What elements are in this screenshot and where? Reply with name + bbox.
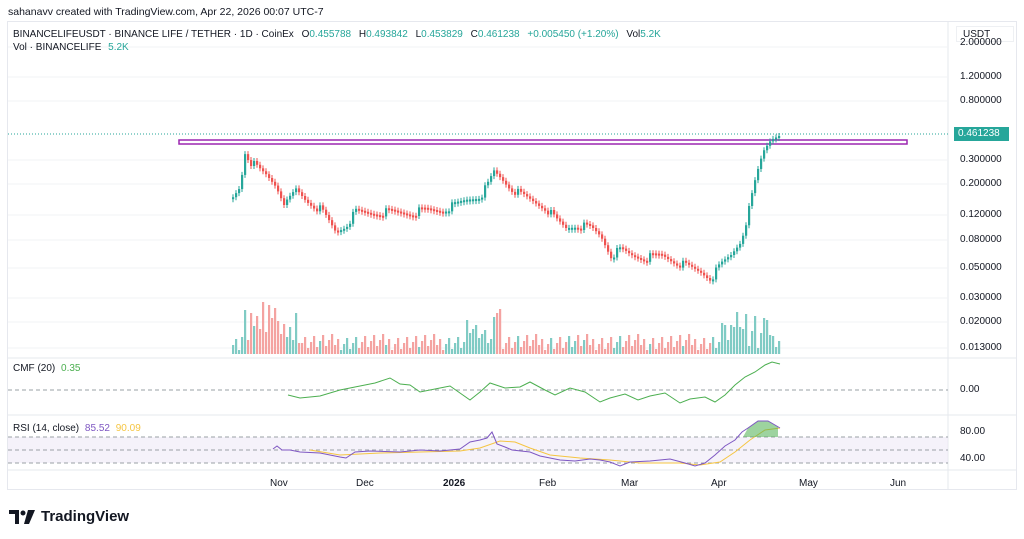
rsi-overbought-fill — [743, 421, 778, 437]
price-tick: 0.200000 — [960, 178, 1002, 189]
price-tick: 0.800000 — [960, 95, 1002, 106]
change-value: +0.005450 (+1.20%) — [527, 29, 619, 40]
tradingview-logo[interactable]: TradingView — [9, 508, 129, 525]
volume-legend-value: 5.2K — [108, 42, 129, 53]
month-jun: Jun — [890, 478, 907, 489]
month-dec: Dec — [356, 478, 374, 489]
rsi-tick-40: 40.00 — [960, 453, 986, 464]
month-apr: Apr — [711, 478, 727, 489]
price-tick: 1.200000 — [960, 71, 1002, 82]
month-2026: 2026 — [443, 478, 466, 489]
vol-value: 5.2K — [640, 29, 661, 40]
rsi-ma-line — [309, 427, 781, 466]
high-value: 0.493842 — [366, 29, 408, 40]
cmf-line — [287, 361, 781, 404]
last-price-tag: 0.461238 — [954, 127, 1009, 141]
price-tick: 0.050000 — [960, 262, 1002, 273]
symbol-legend: BINANCELIFEUSDT · BINANCE LIFE / TETHER … — [13, 29, 661, 53]
price-tick: 0.080000 — [960, 234, 1002, 245]
cmf-legend[interactable]: CMF (20) 0.35 — [13, 363, 81, 374]
volume-bars — [232, 302, 781, 354]
low-value: 0.453829 — [421, 29, 463, 40]
month-may: May — [799, 478, 818, 489]
candlesticks — [232, 133, 781, 285]
rsi-line — [272, 420, 781, 467]
chart-credit: sahanavv created with TradingView.com, A… — [8, 6, 324, 18]
price-tick: 2.000000 — [960, 37, 1002, 48]
rsi-legend[interactable]: RSI (14, close) 85.52 90.09 — [13, 423, 141, 434]
rsi-value: 85.52 — [84, 423, 110, 434]
symbol-line[interactable]: BINANCELIFEUSDT · BINANCE LIFE / TETHER … — [13, 29, 294, 40]
cmf-tick: 0.00 — [960, 384, 980, 395]
price-tick: 0.300000 — [960, 154, 1002, 165]
month-nov: Nov — [270, 478, 288, 489]
close-value: 0.461238 — [477, 29, 520, 40]
currency-label[interactable]: USDT — [956, 26, 1014, 42]
price-tick: 0.120000 — [960, 209, 1002, 220]
cmf-value: 0.35 — [61, 363, 81, 374]
price-tick: 0.013000 — [960, 342, 1002, 353]
price-tick: 0.030000 — [960, 292, 1002, 303]
volume-legend-label[interactable]: Vol · BINANCELIFE — [13, 42, 102, 53]
month-mar: Mar — [621, 478, 639, 489]
month-feb: Feb — [539, 478, 557, 489]
open-value: 0.455788 — [309, 29, 352, 40]
rsi-ma-value: 90.09 — [115, 423, 141, 434]
chart-frame — [7, 21, 1017, 490]
resistance-box — [178, 139, 908, 145]
tradingview-logo-icon — [9, 509, 35, 524]
price-tick: 0.020000 — [960, 316, 1002, 327]
rsi-tick-80: 80.00 — [960, 426, 986, 437]
